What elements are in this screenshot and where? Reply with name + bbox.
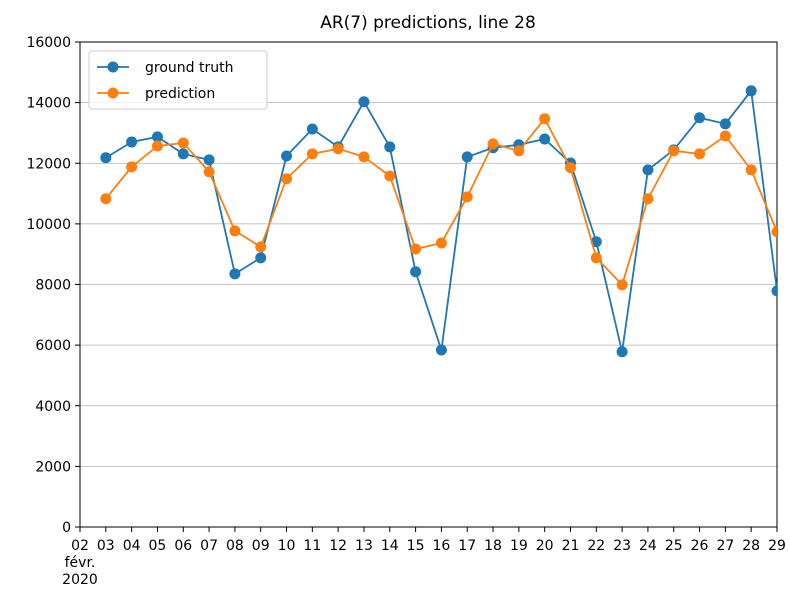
x-tick-label: 29 <box>768 538 786 554</box>
marker <box>410 243 422 255</box>
marker <box>719 118 731 130</box>
x-tick-label: 14 <box>381 538 399 554</box>
y-tick-label: 0 <box>62 520 71 536</box>
marker <box>151 131 163 143</box>
y-tick-label: 4000 <box>35 399 71 415</box>
marker <box>126 161 138 173</box>
marker <box>694 112 706 124</box>
x-tick-label: 04 <box>123 538 141 554</box>
marker <box>281 150 293 162</box>
marker <box>203 166 215 178</box>
marker <box>745 164 757 176</box>
x-tick-label: 25 <box>665 538 683 554</box>
marker <box>435 344 447 356</box>
marker <box>513 145 525 157</box>
marker <box>358 96 370 108</box>
marker <box>745 85 757 97</box>
x-tick-label: 08 <box>226 538 244 554</box>
marker <box>100 193 112 205</box>
marker <box>590 252 602 264</box>
series <box>100 85 777 358</box>
marker <box>255 241 267 253</box>
y-tick-label: 2000 <box>35 459 71 475</box>
x-tick-label: 02 févr. 2020 <box>62 538 98 588</box>
marker <box>306 123 318 135</box>
marker <box>539 133 551 145</box>
marker <box>177 148 189 160</box>
x-tick-label: 22 <box>587 538 605 554</box>
marker <box>461 191 473 203</box>
line <box>105 88 777 352</box>
marker <box>461 151 473 163</box>
x-tick-label: 21 <box>562 538 580 554</box>
marker <box>229 225 241 237</box>
x-tick-label: 26 <box>691 538 709 554</box>
legend-marker <box>107 87 119 99</box>
marker <box>487 138 499 150</box>
marker <box>203 154 215 166</box>
x-tick-label: 03 <box>97 538 115 554</box>
x-tick-label: 07 <box>200 538 218 554</box>
marker <box>410 266 422 278</box>
x-tick-label: 23 <box>613 538 631 554</box>
marker <box>694 148 706 160</box>
x-tick-label: 27 <box>716 538 734 554</box>
chart-title: AR(7) predictions, line 28 <box>320 13 536 33</box>
x-tick-label: 20 <box>536 538 554 554</box>
marker <box>590 236 602 248</box>
marker <box>616 346 628 358</box>
x-tick-label: 10 <box>278 538 296 554</box>
marker <box>358 151 370 163</box>
legend-box <box>88 50 268 110</box>
marker <box>281 173 293 185</box>
legend-label: prediction <box>145 86 215 102</box>
marker <box>616 279 628 291</box>
x-tick-label: 05 <box>149 538 167 554</box>
marker <box>255 252 267 264</box>
x-tick-label: 17 <box>458 538 476 554</box>
x-tick-label: 16 <box>432 538 450 554</box>
y-tick-label: 12000 <box>26 156 71 172</box>
marker <box>642 164 654 176</box>
marker <box>100 152 112 164</box>
marker <box>719 130 731 142</box>
marker <box>668 145 680 157</box>
x-tick-label: 12 <box>329 538 347 554</box>
x-tick-label: 13 <box>355 538 373 554</box>
x-tick-label: 09 <box>252 538 270 554</box>
x-tick-label: 24 <box>639 538 657 554</box>
x-tick-label: 18 <box>484 538 502 554</box>
x-tick-label: 19 <box>510 538 528 554</box>
y-tick-label: 8000 <box>35 278 71 294</box>
marker <box>126 136 138 148</box>
marker <box>332 143 344 155</box>
marker <box>177 137 189 149</box>
marker <box>642 193 654 205</box>
y-tick-label: 16000 <box>26 35 71 51</box>
x-tick-label: 15 <box>407 538 425 554</box>
marker <box>229 268 241 280</box>
series <box>100 113 777 291</box>
y-tick-label: 6000 <box>35 338 71 354</box>
marker <box>306 148 318 160</box>
legend-marker <box>107 61 119 73</box>
marker <box>539 113 551 125</box>
marker <box>771 226 777 238</box>
marker <box>435 237 447 249</box>
marker <box>151 140 163 152</box>
y-tick-label: 10000 <box>26 217 71 233</box>
marker <box>771 285 777 297</box>
marker <box>564 162 576 174</box>
legend-label: ground truth <box>145 60 233 76</box>
x-tick-label: 28 <box>742 538 760 554</box>
x-tick-label: 11 <box>303 538 321 554</box>
x-tick-label: 06 <box>174 538 192 554</box>
y-tick-label: 14000 <box>26 96 71 112</box>
marker <box>384 170 396 182</box>
line <box>105 117 777 287</box>
marker <box>384 141 396 153</box>
